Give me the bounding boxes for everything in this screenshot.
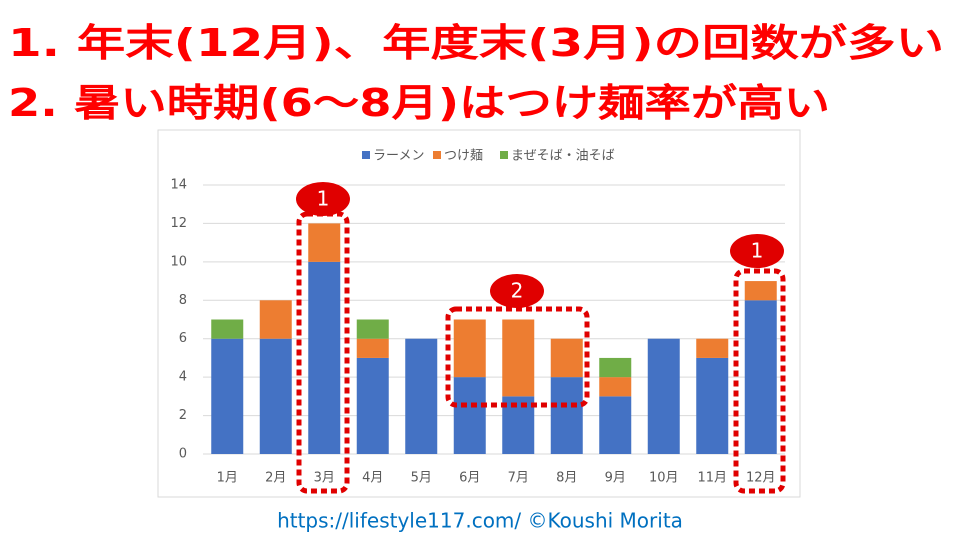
x-tick-label: 4月	[362, 471, 383, 486]
x-tick-label: 9月	[605, 471, 626, 486]
annotations: 1 2 1	[296, 182, 786, 494]
y-tick-label: 0	[179, 447, 187, 462]
y-tick-label: 2	[179, 408, 187, 423]
bar-segment	[356, 357, 389, 454]
footer: https://lifestyle117.com/ ©Koushi Morita	[277, 509, 683, 533]
bar-segment	[211, 319, 244, 339]
annotation-badge	[730, 234, 784, 268]
annotation-label: 2	[511, 279, 524, 303]
x-tick-label: 2月	[265, 471, 286, 486]
x-tick-label: 8月	[556, 471, 577, 486]
x-tick-label: 1月	[217, 471, 238, 486]
annotation-label: 1	[317, 187, 330, 211]
bar-segment	[696, 338, 729, 358]
legend-label: ラーメン	[373, 149, 424, 164]
x-tick-label: 3月	[314, 471, 335, 486]
bar-segment	[744, 281, 777, 301]
legend-swatch	[433, 151, 441, 159]
bar-segment	[259, 300, 292, 339]
bar-segment	[211, 338, 244, 454]
bar-segment	[599, 377, 632, 397]
y-tick-label: 12	[170, 216, 187, 231]
x-tick-label: 5月	[411, 471, 432, 486]
bar-segment	[453, 377, 486, 454]
bar-segment	[599, 357, 632, 378]
x-tick-label: 10月	[649, 471, 679, 486]
y-tick-label: 6	[179, 331, 187, 346]
bar-segment	[453, 319, 486, 378]
heading: 2. 暑い時期(6～8月)はつけ麺率が高い	[8, 81, 830, 125]
y-tick-label: 10	[170, 254, 187, 269]
annotation-label: 1	[751, 239, 764, 263]
legend-label: つけ麺	[444, 149, 483, 164]
x-tick-label: 11月	[697, 471, 727, 486]
bar-segment	[696, 357, 729, 454]
bar-segment	[599, 396, 632, 454]
bar-segment	[405, 338, 438, 454]
highlight-box	[445, 306, 590, 408]
highlight-box	[733, 268, 786, 494]
bar-segment	[308, 261, 341, 454]
annotation-badge	[490, 274, 544, 308]
y-tick-label: 14	[170, 178, 187, 193]
x-tick-label: 7月	[508, 471, 529, 486]
y-tick-label: 4	[179, 370, 187, 385]
bar-segment	[308, 223, 341, 262]
bar-segment	[356, 319, 389, 339]
legend-swatch	[500, 151, 508, 159]
x-tick-label: 6月	[459, 471, 480, 486]
x-tick-label: 12月	[746, 471, 776, 486]
bar-segment	[502, 319, 535, 397]
bar-segment	[356, 338, 389, 358]
bar-segment	[647, 338, 680, 454]
bar-segment	[259, 338, 292, 454]
bar-segment	[550, 338, 583, 378]
legend-label: まぜそば・油そば	[511, 149, 615, 164]
bar-segment	[502, 396, 535, 454]
heading: 1. 年末(12月)、年度末(3月)の回数が多い	[8, 21, 944, 65]
y-tick-label: 8	[179, 293, 187, 308]
bar-segment	[550, 377, 583, 454]
annotation-badge	[296, 182, 350, 216]
bar-segment	[744, 300, 777, 454]
legend-swatch	[362, 151, 370, 159]
